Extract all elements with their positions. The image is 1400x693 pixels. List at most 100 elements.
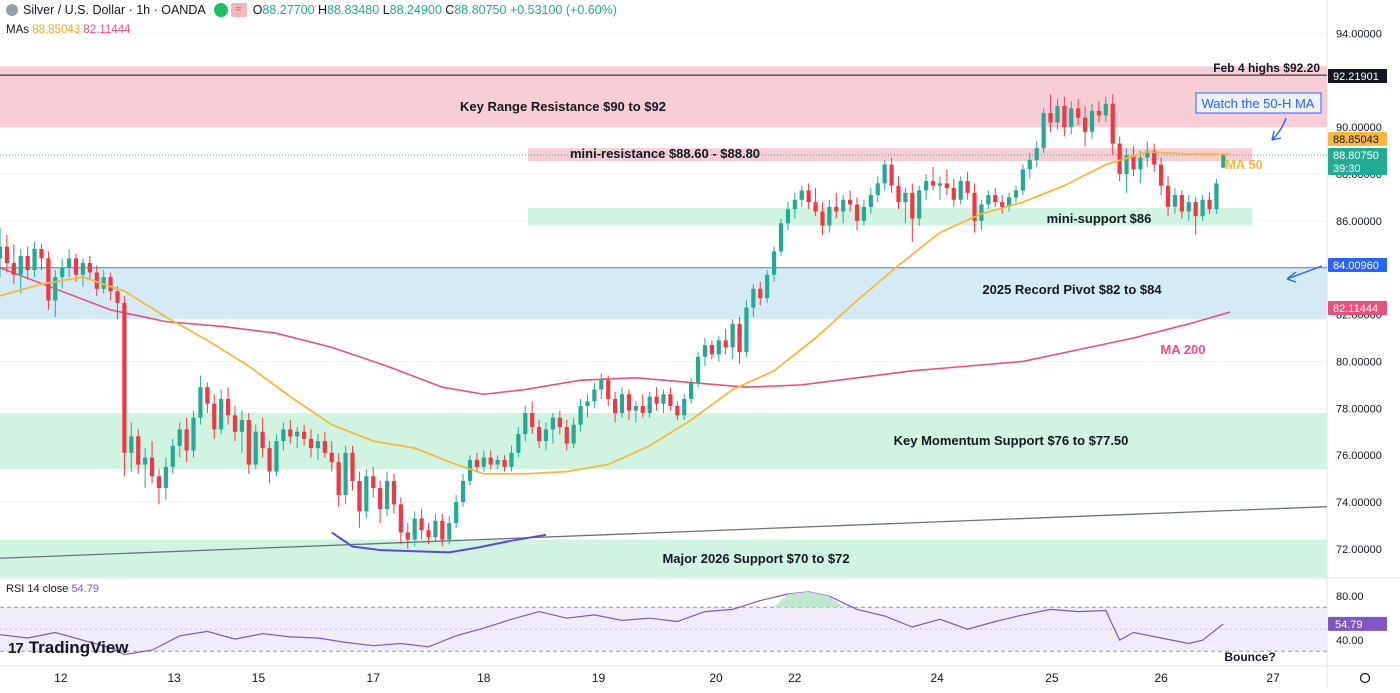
candle-body — [481, 457, 486, 467]
candle-body — [18, 256, 23, 275]
candle-body — [993, 195, 998, 203]
candle-body — [592, 389, 597, 402]
candle-body — [149, 457, 155, 477]
candle-body — [122, 302, 127, 453]
price-label-bg — [1328, 148, 1387, 162]
mas-label: MAs — [6, 24, 29, 36]
candle-body — [281, 429, 286, 442]
candle-body — [1193, 202, 1198, 217]
rsi-value-label: 54.79 — [1335, 619, 1363, 631]
candle-body — [419, 518, 424, 531]
candle-body — [820, 211, 825, 226]
candle-body — [246, 420, 251, 465]
candle-body — [709, 345, 714, 355]
candle-body — [765, 274, 770, 299]
candle-body — [758, 288, 763, 299]
symbol-icon — [6, 4, 18, 16]
tradingview-mark-icon: 17 — [8, 639, 24, 657]
candle-body — [60, 267, 65, 278]
candle-body — [1172, 195, 1178, 207]
candle-body — [792, 199, 797, 210]
x-tick-label: 15 — [252, 671, 266, 685]
candle-body — [288, 429, 293, 437]
settings-gear-icon — [1359, 672, 1371, 684]
candle-body — [232, 415, 238, 432]
candle-body — [675, 405, 680, 416]
y-tick-label: 80.00000 — [1336, 356, 1382, 368]
candle-body — [1110, 103, 1115, 144]
watch-arrow-icon — [1271, 117, 1287, 141]
rsi-tick-label: 40.00 — [1336, 635, 1364, 647]
candle-body — [882, 164, 887, 184]
candle-body — [447, 523, 452, 540]
watch-ma-box — [1195, 92, 1322, 114]
candle-body — [917, 190, 922, 219]
candle-body — [723, 340, 728, 348]
candle-body — [1096, 110, 1102, 116]
candle-body — [267, 448, 272, 472]
candle-body — [841, 199, 846, 212]
candle-body — [1221, 155, 1226, 168]
candle-body — [440, 520, 445, 540]
candle-body — [613, 398, 618, 413]
x-tick-label: 26 — [1154, 671, 1168, 685]
zone-label: mini-resistance $88.60 - $88.80 — [570, 146, 760, 161]
trendline — [0, 506, 1328, 559]
candle-body — [108, 277, 113, 292]
price-label: 39:30 — [1333, 163, 1361, 175]
candle-body — [205, 387, 210, 404]
candle-body — [460, 480, 466, 503]
rsi-overbought-fill — [774, 591, 844, 608]
mas-legend[interactable]: MAs 88.85043 82.11444 — [6, 24, 131, 36]
candle-body — [806, 190, 811, 203]
candle-body — [924, 181, 929, 191]
candle-body — [467, 459, 473, 481]
candle-body — [951, 188, 956, 200]
candle-body — [1006, 197, 1012, 207]
candle-body — [322, 441, 327, 453]
candle-body — [4, 246, 10, 264]
candle-body — [502, 459, 507, 467]
candle-body — [619, 394, 625, 413]
ohlc-readout: O88.27700 H88.83480 L88.24900 C88.80750 … — [253, 3, 617, 17]
candle-body — [536, 427, 542, 442]
candle-body — [384, 480, 390, 510]
symbol-title[interactable]: Silver / U.S. Dollar · 1h · OANDA — [23, 3, 206, 17]
candle-body — [937, 183, 943, 186]
ma50-legend-value: 88.85043 — [32, 24, 81, 36]
candle-body — [225, 398, 231, 416]
ma200-annotation: MA 200 — [1160, 342, 1205, 357]
candle-body — [1186, 202, 1191, 212]
candle-body — [412, 518, 417, 540]
candle-body — [32, 248, 37, 271]
low-label: L — [382, 3, 390, 17]
candle-body — [557, 417, 562, 428]
y-tick-label: 72.00000 — [1336, 544, 1382, 556]
candle-body — [578, 405, 583, 425]
candle-body — [1034, 148, 1039, 160]
candle-body — [1048, 113, 1053, 123]
candle-body — [868, 195, 873, 207]
candle-body — [1103, 103, 1108, 116]
price-label-bg — [1328, 258, 1387, 272]
candle-body — [343, 452, 348, 495]
candle-body — [930, 181, 936, 186]
bounce-annotation: Bounce? — [1224, 650, 1275, 664]
candle-body — [1027, 159, 1032, 170]
candle-body — [239, 420, 245, 432]
candle-body — [329, 452, 334, 463]
candle-body — [11, 263, 16, 275]
candle-body — [896, 185, 901, 203]
tradingview-logo[interactable]: 17 TradingView — [8, 638, 129, 658]
y-tick-label: 90.00000 — [1336, 122, 1382, 134]
candle-body — [0, 246, 3, 259]
rsi-legend[interactable]: RSI 14 close 54.79 — [6, 583, 99, 595]
candle-body — [944, 183, 949, 189]
candle-body — [1117, 143, 1122, 175]
candle-body — [702, 345, 708, 357]
rsi-legend-value: 54.79 — [71, 583, 99, 595]
candle-body — [163, 466, 168, 488]
candle-body — [689, 382, 694, 399]
